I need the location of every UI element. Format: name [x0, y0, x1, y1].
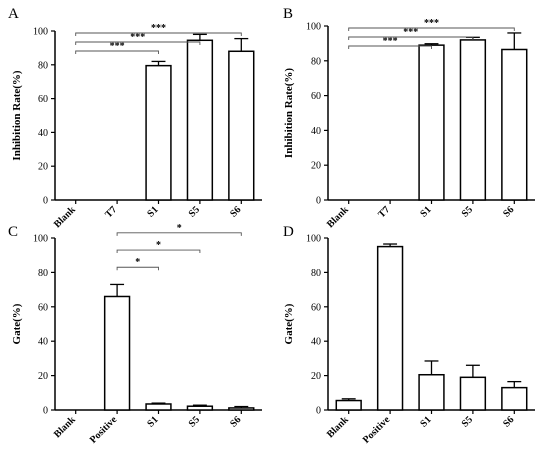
category-label: Blank — [52, 204, 78, 230]
y-tick-label: 0 — [43, 196, 48, 207]
category-label: S5 — [187, 204, 202, 219]
category-label: S6 — [501, 204, 516, 219]
significance-bracket — [348, 45, 432, 49]
y-tick-label: 0 — [43, 406, 48, 417]
category-label: S1 — [145, 204, 160, 219]
bar-blank — [335, 399, 362, 411]
y-tick-label: 100 — [33, 234, 48, 245]
significance-bracket — [116, 249, 201, 254]
bar-s5 — [459, 376, 487, 411]
significance-label: * — [177, 223, 182, 234]
panel-letter: B — [283, 6, 293, 22]
chart-panel-d: D 0 20 40 60 80 100 Gate(%) Blank Positive S1 S5 S6 — [283, 224, 535, 446]
bar-s1 — [418, 44, 445, 201]
y-tick-label: 60 — [38, 94, 48, 105]
significance-label: *** — [151, 23, 166, 34]
category-label: S1 — [145, 414, 160, 429]
y-tick-label: 60 — [311, 91, 321, 102]
y-axis-title: Gate(%) — [11, 303, 23, 344]
bar-s1 — [145, 403, 172, 411]
y-tick-label: 100 — [306, 22, 321, 33]
y-tick-label: 20 — [311, 371, 321, 382]
y-tick-label: 100 — [33, 27, 48, 38]
significance-bracket — [75, 41, 201, 45]
category-label: Blank — [325, 414, 351, 440]
significance-label: *** — [110, 41, 125, 52]
y-axis-title: Inhibition Rate(%) — [283, 68, 295, 158]
category-label: Positive — [361, 414, 393, 446]
bar-s6 — [501, 386, 528, 411]
panel-letter: A — [8, 6, 19, 22]
category-label: S6 — [228, 414, 243, 429]
bar-s5 — [459, 39, 487, 201]
y-tick-label: 60 — [311, 302, 321, 313]
panel-letter: C — [8, 224, 18, 240]
significance-label: *** — [383, 36, 398, 47]
y-tick-label: 20 — [38, 371, 48, 382]
significance-label: *** — [424, 18, 439, 29]
bar-s6 — [228, 407, 255, 411]
category-label: S5 — [187, 414, 202, 429]
y-tick-label: 0 — [316, 406, 321, 417]
y-tick-label: 40 — [311, 126, 321, 137]
category-label: S6 — [501, 414, 516, 429]
category-label: Blank — [52, 414, 78, 440]
significance-bracket — [116, 266, 159, 271]
y-axis-title: Inhibition Rate(%) — [11, 70, 23, 160]
bar-s5 — [186, 405, 214, 411]
significance-bracket — [348, 36, 474, 40]
significance-bracket — [116, 232, 242, 236]
y-tick-label: 80 — [38, 268, 48, 279]
category-label: Positive — [88, 414, 120, 446]
bar-positive — [376, 245, 404, 411]
bar-s1 — [145, 64, 172, 201]
significance-label: * — [135, 257, 140, 268]
y-tick-label: 40 — [38, 337, 48, 348]
category-label: S5 — [460, 414, 475, 429]
category-label: Blank — [325, 204, 351, 230]
bar-s5 — [186, 39, 214, 201]
significance-label: *** — [403, 27, 418, 38]
y-tick-label: 100 — [306, 234, 321, 245]
category-label: S1 — [418, 204, 433, 219]
y-axis-title: Gate(%) — [283, 303, 295, 344]
significance-label: *** — [130, 32, 145, 43]
significance-bracket — [75, 50, 159, 54]
category-label: S5 — [460, 204, 475, 219]
y-tick-label: 20 — [38, 162, 48, 173]
chart-panel-c: C 0 20 40 60 80 100 Gate(%) Blank Positive S1 S5 S6 *… — [8, 223, 262, 446]
category-label: T7 — [376, 204, 392, 220]
significance-bracket — [75, 32, 242, 36]
y-tick-label: 0 — [316, 196, 321, 207]
significance-label: * — [156, 240, 161, 251]
significance-bracket — [348, 27, 515, 31]
chart-panel-a: A 0 20 40 60 80 100 Inhibition Rate(%) Blank T7 S1… — [8, 6, 262, 230]
y-tick-label: 60 — [38, 302, 48, 313]
y-tick-label: 20 — [311, 161, 321, 172]
category-label: S1 — [418, 414, 433, 429]
y-tick-label: 80 — [311, 268, 321, 279]
y-tick-label: 80 — [38, 60, 48, 71]
y-tick-label: 80 — [311, 56, 321, 67]
bar-s6 — [228, 50, 255, 201]
category-label: S6 — [228, 204, 243, 219]
category-label: T7 — [103, 204, 119, 220]
panel-letter: D — [283, 224, 294, 240]
bar-s6 — [501, 48, 528, 201]
y-tick-label: 40 — [38, 128, 48, 139]
bar-positive — [103, 295, 131, 411]
chart-panel-b: B 0 20 40 60 80 100 Inhibition Rate(%) Blank T7 S1… — [283, 6, 535, 230]
bar-s1 — [418, 373, 445, 411]
y-tick-label: 40 — [311, 337, 321, 348]
